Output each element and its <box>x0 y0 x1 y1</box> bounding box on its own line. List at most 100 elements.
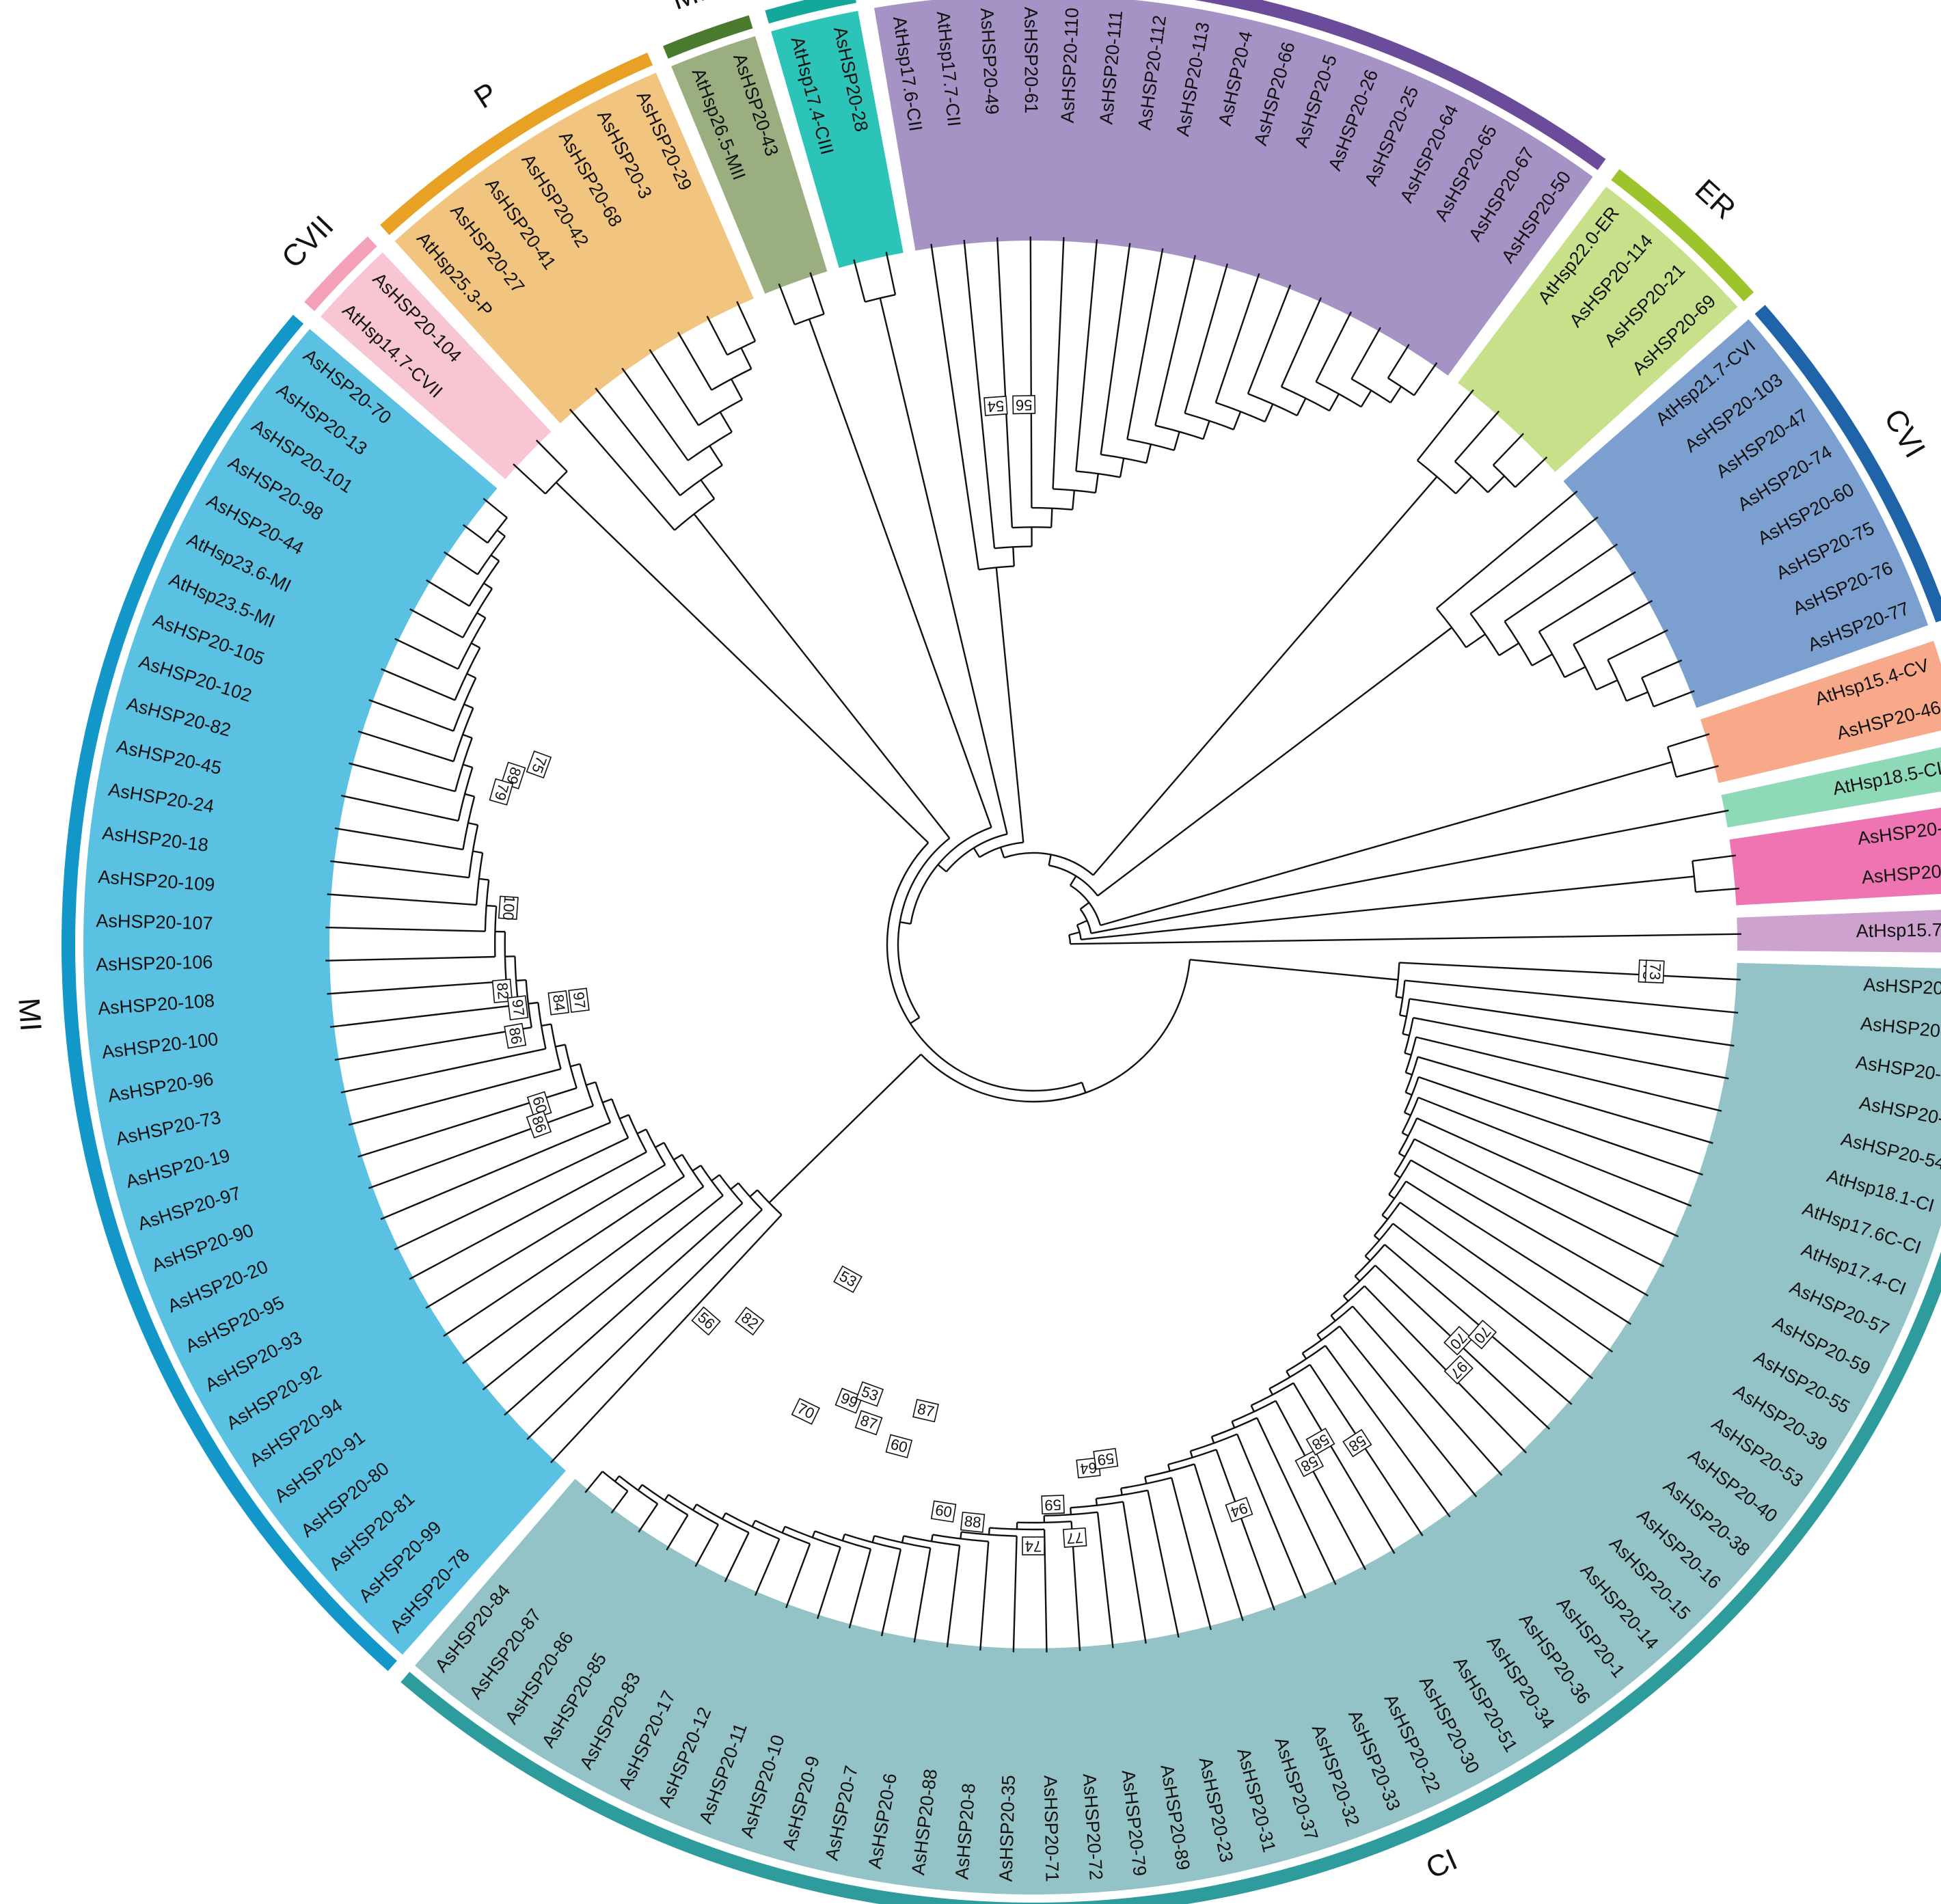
bootstrap-box: 77 <box>1062 1527 1087 1548</box>
branch <box>1413 1138 1665 1268</box>
branch <box>584 510 929 844</box>
branch <box>483 582 493 590</box>
branch <box>426 579 470 607</box>
branch <box>487 517 508 544</box>
branch <box>1145 444 1152 463</box>
branch <box>1091 843 1555 934</box>
branch <box>999 847 1005 858</box>
bootstrap-value: 97 <box>570 991 589 1009</box>
bootstrap-box: 53 <box>833 1265 863 1294</box>
branch <box>749 1189 758 1197</box>
branch <box>368 1105 594 1189</box>
branch <box>1465 634 1486 649</box>
branch <box>1676 770 1699 778</box>
branch <box>1402 1132 1409 1137</box>
bootstrap-value: 97 <box>1447 1358 1471 1382</box>
bootstrap-box: 73 <box>1644 960 1665 984</box>
sector-unclassified <box>1729 807 1941 906</box>
branch <box>814 1530 871 1550</box>
bootstrap-value: 59 <box>1096 1450 1115 1469</box>
branch <box>897 837 951 1018</box>
branch <box>409 1151 647 1280</box>
bootstrap-box: 70 <box>791 1398 820 1425</box>
branch <box>1455 476 1473 495</box>
branch <box>785 1543 811 1609</box>
branch <box>1416 389 1474 461</box>
branch <box>1048 854 1052 866</box>
branch <box>637 1484 643 1491</box>
branch <box>1402 1033 1410 1037</box>
branch <box>1418 627 1452 653</box>
branch <box>483 498 500 513</box>
branch <box>996 237 1014 528</box>
branch <box>1214 273 1260 403</box>
branch <box>693 513 720 547</box>
branch <box>1413 1016 1729 1080</box>
branch <box>1531 456 1548 472</box>
branch <box>649 349 700 426</box>
branch <box>340 794 459 822</box>
branch <box>1316 1334 1322 1341</box>
branch <box>1256 1417 1337 1586</box>
branch <box>1076 919 1088 926</box>
branch <box>516 979 526 982</box>
branch <box>454 647 481 701</box>
branch <box>655 1141 665 1148</box>
branch <box>1469 516 1599 614</box>
branch <box>1075 239 1098 472</box>
bootstrap-value: 87 <box>916 1400 936 1420</box>
branch <box>1280 297 1322 387</box>
branch <box>610 1491 629 1514</box>
branch <box>886 842 1083 1092</box>
branch <box>1044 1511 1098 1517</box>
branch <box>1653 697 1676 708</box>
branch <box>584 1476 599 1493</box>
branch <box>1268 1388 1274 1396</box>
branch <box>1388 1193 1396 1199</box>
bootstrap-box: 99 <box>834 1387 864 1414</box>
branch <box>725 1512 780 1540</box>
bootstrap-value: 56 <box>1016 396 1033 413</box>
bootstrap-box: 87 <box>854 1410 883 1436</box>
branch <box>1553 809 1729 845</box>
branch <box>1492 433 1525 466</box>
branch <box>1012 1536 1018 1653</box>
branch <box>816 1547 841 1620</box>
branch <box>1072 490 1076 510</box>
branch <box>1231 1421 1236 1428</box>
branch <box>1415 1036 1722 1112</box>
branch <box>457 617 487 670</box>
branch <box>1596 679 1618 691</box>
branch <box>526 1209 763 1441</box>
branch <box>1404 1037 1417 1073</box>
branch <box>555 482 586 512</box>
branch <box>979 1541 990 1651</box>
branch <box>340 1048 546 1093</box>
branch <box>381 668 456 701</box>
sector-MI <box>83 329 566 1655</box>
branch <box>724 1532 750 1583</box>
branch <box>330 860 470 879</box>
branch <box>504 1202 744 1416</box>
branch <box>751 1520 757 1527</box>
branch <box>1405 1072 1413 1076</box>
branch <box>730 1182 739 1191</box>
branch <box>1409 476 1438 508</box>
branch <box>1144 1476 1148 1484</box>
branch <box>1418 1076 1704 1176</box>
branch <box>885 251 892 273</box>
branch <box>1410 1159 1649 1297</box>
branch <box>1017 1520 1072 1524</box>
branch <box>740 347 752 370</box>
sector-MII <box>671 36 828 294</box>
branch <box>327 893 477 906</box>
branch <box>1718 887 1739 891</box>
sector-Po <box>1737 910 1941 953</box>
branch <box>1119 458 1125 478</box>
branch <box>1292 1383 1396 1554</box>
branch <box>1504 543 1618 623</box>
bootstrap-box: 64 <box>1076 1457 1101 1479</box>
branch <box>463 763 473 769</box>
bootstrap-box: 86 <box>504 1022 527 1049</box>
